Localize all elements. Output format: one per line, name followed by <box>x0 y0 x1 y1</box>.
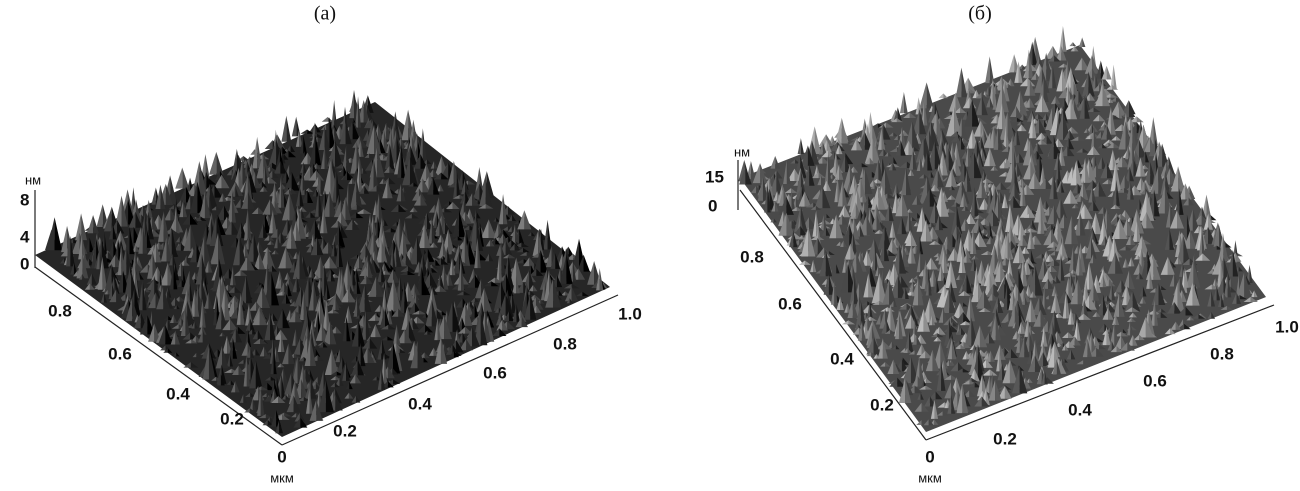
surface-peak-shade <box>815 126 822 154</box>
surface-peak <box>292 117 296 137</box>
surface-peak-shade <box>943 93 948 98</box>
bottom-unit: мкм <box>270 470 294 485</box>
surface-peak-shade <box>904 92 908 113</box>
left-tick-label: 0.6 <box>108 344 132 363</box>
left-tick-label: 0.4 <box>166 384 190 403</box>
surface-peak <box>956 68 962 98</box>
surface-peak <box>87 215 93 233</box>
surface-peak <box>151 187 155 204</box>
surface-peak-shade <box>1082 37 1085 47</box>
surface-peak <box>1025 50 1029 79</box>
figure: (а)нм8400.80.60.40.20мкм0.20.40.60.81.0(… <box>0 0 1300 491</box>
bottom-tick-label: 0.8 <box>553 334 577 353</box>
surface-peak-shade <box>1226 243 1232 248</box>
surface-peak-shade <box>801 138 804 154</box>
surface-peak-shade <box>334 100 337 130</box>
left-tick-label: 0.2 <box>220 409 244 428</box>
bottom-tick-label: 0.4 <box>408 394 432 413</box>
surface-peak <box>209 152 216 175</box>
surface-peak <box>919 82 926 108</box>
surface-peak <box>798 138 801 154</box>
bottom-tick-label: 0.6 <box>483 363 507 382</box>
surface-peak <box>265 140 273 149</box>
surface-peak-shade <box>55 217 62 250</box>
surface-peak-shade <box>1107 66 1112 80</box>
surface-peak <box>1079 37 1082 47</box>
surface-peak <box>47 217 54 250</box>
surface-peak <box>97 204 103 227</box>
surface-peak <box>322 117 328 122</box>
left-tick-label: 0.8 <box>48 301 72 320</box>
surface-peak-shade <box>927 82 934 108</box>
z-unit: нм <box>25 172 41 187</box>
z-tick-label: 4 <box>20 227 30 246</box>
surface-peak <box>175 168 182 189</box>
surface-peak-shade <box>524 210 531 229</box>
page: {"panels": [ {"label": "(а)", "z_axis": … <box>0 0 1300 491</box>
surface-peak <box>900 92 904 113</box>
surface-peak <box>300 130 307 134</box>
surface-peak-shade <box>1114 65 1117 90</box>
surface-peak-shade <box>286 116 291 142</box>
panel-label: (б) <box>968 3 992 25</box>
surface-peak-shade <box>1073 42 1076 46</box>
surface-peak-shade <box>508 206 515 214</box>
surface-peak-shade <box>584 255 590 272</box>
surface-peak-shade <box>990 56 995 83</box>
origin-label: 0 <box>277 447 286 466</box>
surface-peak <box>1009 54 1014 72</box>
afm-panel: (а) нм 8 4 0 0.8 0.6 0.4 0.2 0 мкм 0.2 0.4 0.6 0.8 1.0 <box>20 3 642 486</box>
surface-peak <box>939 93 944 98</box>
z-tick-label: 0 <box>20 254 29 273</box>
surface-peak-shade <box>1137 116 1144 122</box>
afm-panel: (б)нм1500.80.60.40.20мкм0.20.40.60.81.0 <box>705 3 1299 486</box>
surface-peak <box>281 116 286 142</box>
bottom-tick-label: 0.2 <box>333 421 357 440</box>
surface-peak <box>1069 42 1072 46</box>
panel-label: (а) <box>314 3 336 25</box>
z-tick-label: 8 <box>20 190 29 209</box>
surface-peak <box>985 56 990 83</box>
bottom-tick-label: 1.0 <box>618 304 642 323</box>
surface-peak <box>61 226 67 252</box>
surface-peak <box>916 97 919 114</box>
surface-peak-shade <box>1063 26 1067 52</box>
surface-peak <box>250 149 254 154</box>
